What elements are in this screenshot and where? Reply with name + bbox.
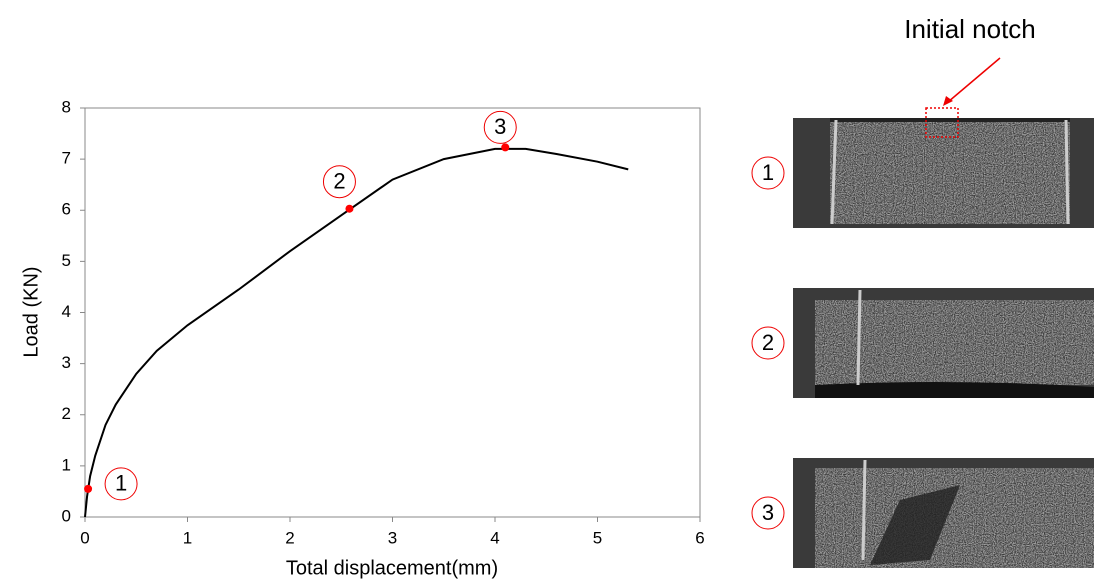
panel-label: 2 [762,330,774,355]
panel-label-circle [751,496,785,530]
y-tick-label: 4 [62,302,71,321]
x-tick-label: 5 [593,528,602,547]
photo-3 [793,458,1094,568]
panel-label-circle [751,326,785,360]
x-tick-label: 3 [388,528,397,547]
arrow-head [943,96,953,106]
photo-1 [793,107,1094,228]
y-tick-label: 1 [62,455,71,474]
point-marker [84,484,93,493]
x-tick-label: 2 [285,528,294,547]
point-label-circle [104,467,138,501]
y-tick-label: 5 [62,251,71,270]
y-tick-label: 6 [62,200,71,219]
load-curve [84,147,629,518]
panel-label: 3 [762,500,774,525]
point-label: 3 [494,114,506,139]
panel-label-circle [751,156,785,190]
plot-area [84,107,701,518]
x-tick-label: 6 [695,528,704,547]
point-marker [345,204,354,213]
y-tick-label: 8 [62,97,71,116]
x-axis-label: Total displacement(mm) [286,557,498,579]
y-tick-label: 7 [62,149,71,168]
point-label: 2 [333,169,345,194]
photos [793,107,1094,568]
point-marker [501,143,510,152]
y-tick-label: 2 [62,404,71,423]
point-label-circle [322,165,356,199]
y-tick-label: 3 [62,353,71,372]
notch-box [925,107,959,138]
photo-2 [793,288,1094,398]
x-tick-label: 1 [183,528,192,547]
point-label: 1 [115,471,127,496]
y-axis-label: Load (KN) [20,266,42,357]
point-label-circle [483,110,517,144]
panel-label: 1 [762,160,774,185]
annotation-arrow [947,57,1001,103]
x-tick-label: 0 [80,528,89,547]
y-tick-label: 0 [62,506,71,525]
x-tick-label: 4 [490,528,499,547]
annotation: Initial notch [904,14,1036,44]
